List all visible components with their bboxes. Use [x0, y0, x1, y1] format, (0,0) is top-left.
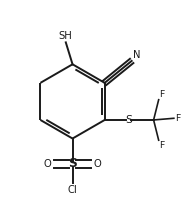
- Text: F: F: [159, 90, 165, 99]
- Text: S: S: [125, 115, 132, 125]
- Text: S: S: [68, 157, 77, 170]
- Text: SH: SH: [58, 31, 72, 41]
- Text: F: F: [175, 114, 180, 123]
- Text: O: O: [44, 159, 51, 169]
- Text: O: O: [94, 159, 101, 169]
- Text: F: F: [159, 141, 165, 150]
- Text: N: N: [133, 50, 141, 60]
- Text: Cl: Cl: [68, 185, 77, 195]
